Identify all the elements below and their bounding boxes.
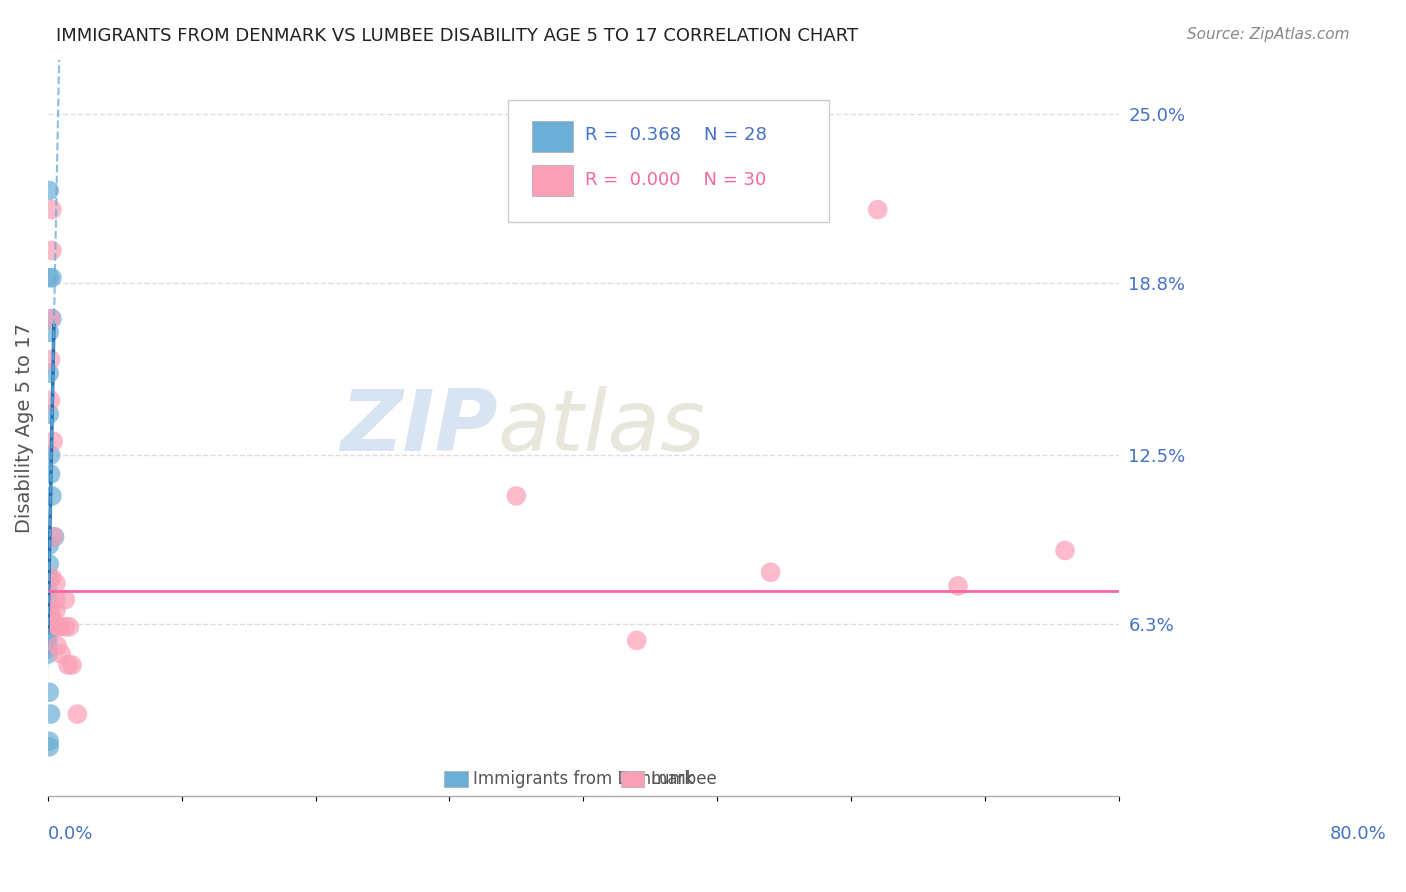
Point [37,611,59,625]
Point [39,393,62,408]
Text: Immigrants from Denmark: Immigrants from Denmark [472,770,695,788]
Point [60,657,83,672]
Point [45,603,67,617]
Bar [531,120,572,152]
Point [46,639,69,653]
Point [53,620,76,634]
Text: IMMIGRANTS FROM DENMARK VS LUMBEE DISABILITY AGE 5 TO 17 CORRELATION CHART: IMMIGRANTS FROM DENMARK VS LUMBEE DISABI… [56,27,859,45]
Bar [531,165,572,196]
Point [48,620,70,634]
Text: 80.0%: 80.0% [1330,825,1386,843]
Point [759,566,782,580]
Text: R =  0.368    N = 28: R = 0.368 N = 28 [585,127,768,145]
Point [37,641,59,656]
Point [37,625,59,640]
Point [38,571,60,585]
Bar [620,771,644,787]
Point [41,611,63,625]
Text: R =  0.000    N = 30: R = 0.000 N = 30 [585,170,766,188]
Point [41,571,63,585]
Point [505,489,527,503]
Point [49,620,72,634]
Point [626,633,648,648]
Point [38,557,60,571]
Point [39,603,62,617]
Y-axis label: Disability Age 5 to 17: Disability Age 5 to 17 [15,323,34,533]
Point [866,202,889,217]
Point [37,584,59,599]
Point [66,706,89,721]
Bar [444,771,468,787]
Point [45,592,67,607]
Point [42,434,65,449]
Point [37,647,59,661]
Point [37,592,59,607]
Point [39,448,62,462]
Point [45,576,67,591]
Text: Source: ZipAtlas.com: Source: ZipAtlas.com [1187,27,1350,42]
Text: Lumbee: Lumbee [651,770,717,788]
Point [53,592,76,607]
Point [42,530,65,544]
FancyBboxPatch shape [509,100,830,221]
Point [38,326,60,340]
Point [39,352,62,367]
Point [1135,620,1157,634]
Point [41,270,63,285]
Point [56,657,79,672]
Point [41,311,63,326]
Point [38,603,60,617]
Point [38,734,60,748]
Point [38,685,60,699]
Point [39,467,62,481]
Point [38,538,60,552]
Point [41,202,63,217]
Point [51,647,73,661]
Point [58,620,80,634]
Point [38,407,60,421]
Point [38,270,60,285]
Point [37,631,59,645]
Point [38,184,60,198]
Point [44,530,66,544]
Text: atlas: atlas [498,386,706,469]
Point [37,636,59,650]
Point [38,739,60,754]
Text: ZIP: ZIP [340,386,498,469]
Point [1054,543,1077,558]
Point [946,579,969,593]
Point [41,244,63,258]
Point [41,489,63,503]
Text: 0.0%: 0.0% [48,825,93,843]
Point [38,366,60,380]
Point [37,617,59,632]
Point [39,706,62,721]
Point [42,617,65,632]
Point [39,311,62,326]
